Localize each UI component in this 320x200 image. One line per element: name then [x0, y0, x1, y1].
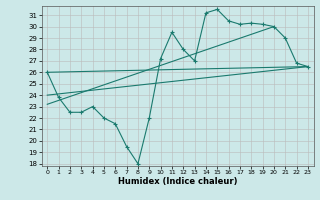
X-axis label: Humidex (Indice chaleur): Humidex (Indice chaleur) — [118, 177, 237, 186]
